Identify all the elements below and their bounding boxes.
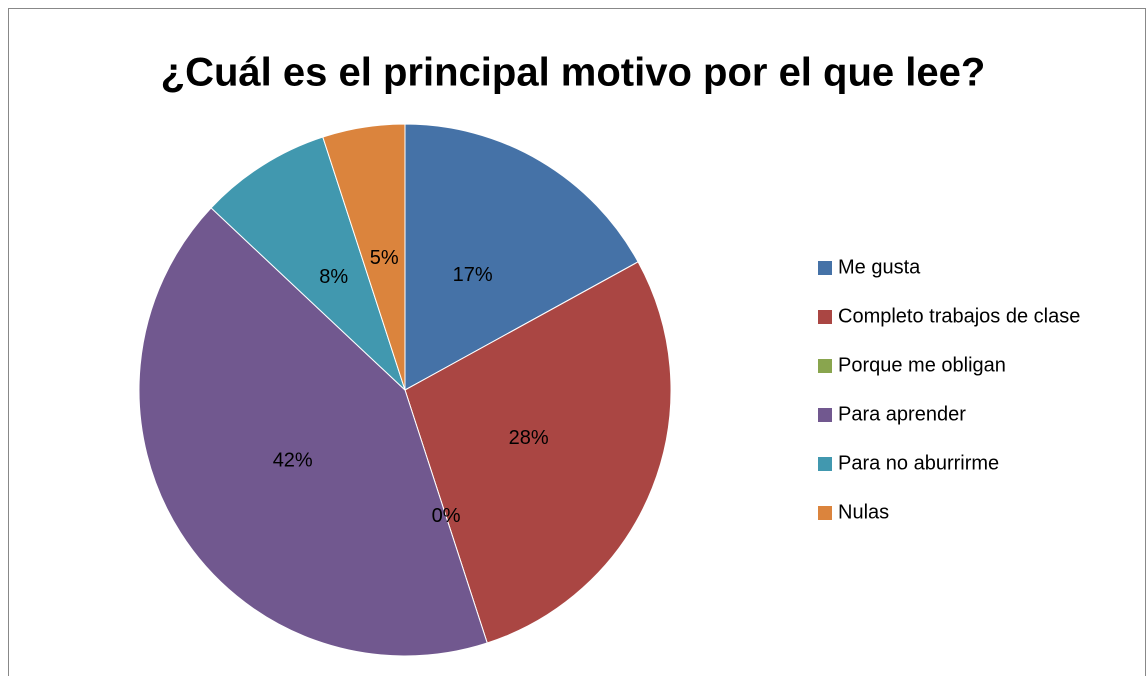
data-label: 28% [509,427,549,449]
pie-slice [404,261,672,644]
data-label: 0% [432,505,461,527]
pie-slice [138,207,488,657]
legend-swatch [818,408,832,422]
legend-swatch [818,261,832,275]
legend-label: Porque me obligan [838,354,1006,376]
legend-swatch [818,310,832,324]
data-label: 42% [273,450,313,472]
data-label: 17% [453,264,493,286]
legend-swatch [818,506,832,520]
legend-label: Para no aburrirme [838,452,999,474]
data-label: 8% [319,266,348,288]
legend-swatch [818,359,832,373]
pie-slice [404,123,639,391]
legend-label: Me gusta [838,256,921,278]
legend-label: Completo trabajos de clase [838,305,1080,327]
chart-title: ¿Cuál es el principal motivo por el que … [161,51,986,95]
pie-slice [322,123,406,391]
legend-label: Nulas [838,501,889,523]
data-label: 5% [370,247,399,269]
legend-swatch [818,457,832,471]
legend-label: Para aprender [838,403,966,425]
pie-slice [210,136,406,391]
